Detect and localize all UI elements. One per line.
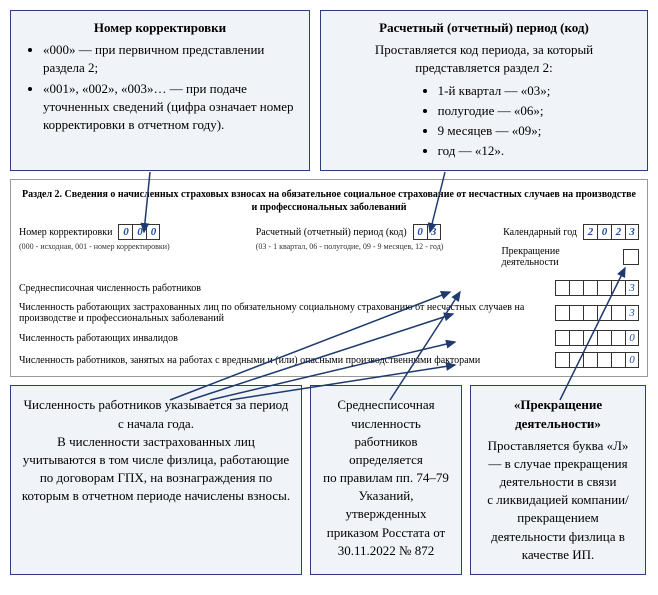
cell: 0	[625, 330, 639, 346]
list-item: год — «12».	[438, 142, 551, 160]
cell: 3	[625, 305, 639, 321]
cells-correction: 0 0 0	[118, 224, 160, 240]
field-sub: (000 - исходная, 001 - номер корректиров…	[19, 242, 206, 251]
cell: 3	[625, 224, 639, 240]
field-period: Расчетный (отчетный) период (код) 0 3 (0…	[256, 224, 502, 251]
cell: 0	[625, 352, 639, 368]
row-label: Среднесписочная численность работников	[19, 283, 555, 294]
form-section: Раздел 2. Сведения о начисленных страхов…	[10, 179, 648, 377]
text: Среднесписочная численность работников о…	[321, 396, 451, 560]
row-cells: 0	[555, 352, 639, 368]
form-title: Раздел 2. Сведения о начисленных страхов…	[19, 188, 639, 214]
info-lead: Проставляется код периода, за который пр…	[333, 41, 635, 77]
cell	[569, 305, 583, 321]
cell	[569, 330, 583, 346]
field-termination: Прекращение деятельности	[501, 246, 639, 268]
field-label: Календарный год	[503, 227, 577, 238]
cell: 0	[118, 224, 132, 240]
cell	[597, 330, 611, 346]
count-rows: Среднесписочная численность работников 3 Ч…	[19, 280, 639, 368]
cell	[611, 305, 625, 321]
info-title: Расчетный (отчетный) период (код)	[333, 19, 635, 37]
field-sub: (03 - 1 квартал, 06 - полугодие, 09 - 9 …	[256, 242, 502, 251]
cell	[583, 305, 597, 321]
text: Численность работников указывается за пе…	[21, 396, 291, 432]
info-list: «000» — при первичном представлении разд…	[23, 41, 297, 134]
row-label: Численность работающих инвалидов	[19, 333, 555, 344]
cell	[583, 280, 597, 296]
info-list: 1-й квартал — «03»; полугодие — «06»; 9 …	[418, 82, 551, 161]
count-row: Численность работающих застрахованных ли…	[19, 302, 639, 324]
field-label: Расчетный (отчетный) период (код)	[256, 227, 407, 238]
cell	[555, 352, 569, 368]
cell: 2	[611, 224, 625, 240]
info-box-period: Расчетный (отчетный) период (код) Проста…	[320, 10, 648, 171]
info-title: Номер корректировки	[23, 19, 297, 37]
row-cells: 3	[555, 305, 639, 321]
cell	[611, 280, 625, 296]
field-correction: Номер корректировки 0 0 0 (000 - исходна…	[19, 224, 206, 251]
list-item: «000» — при первичном представлении разд…	[43, 41, 297, 77]
count-row: Численность работающих инвалидов 0	[19, 330, 639, 346]
row-label: Численность работников, занятых на работ…	[19, 355, 555, 366]
cell	[611, 330, 625, 346]
list-item: полугодие — «06»;	[438, 102, 551, 120]
field-year: Календарный год 2 0 2 3	[503, 224, 639, 240]
cells-year: 2 0 2 3	[583, 224, 639, 240]
info-title: «Прекращение деятельности»	[481, 396, 635, 432]
cell: 2	[583, 224, 597, 240]
row-cells: 3	[555, 280, 639, 296]
field-label: Номер корректировки	[19, 227, 112, 238]
cell	[597, 305, 611, 321]
list-item: 9 месяцев — «09»;	[438, 122, 551, 140]
cell	[597, 280, 611, 296]
row-cells: 0	[555, 330, 639, 346]
cell: 0	[146, 224, 160, 240]
cell	[583, 352, 597, 368]
cell: 0	[132, 224, 146, 240]
count-row: Численность работников, занятых на работ…	[19, 352, 639, 368]
cell: 3	[427, 224, 441, 240]
cell: 0	[597, 224, 611, 240]
cell: 0	[413, 224, 427, 240]
count-row: Среднесписочная численность работников 3	[19, 280, 639, 296]
cell	[611, 352, 625, 368]
field-right-col: Календарный год 2 0 2 3 Прекращение деят…	[501, 224, 639, 268]
cell	[555, 330, 569, 346]
cell-termination	[623, 249, 639, 265]
cell	[583, 330, 597, 346]
list-item: 1-й квартал — «03»;	[438, 82, 551, 100]
field-label: Прекращение деятельности	[501, 246, 617, 268]
cells-period: 0 3	[413, 224, 441, 240]
list-item: «001», «002», «003»… — при подаче уточне…	[43, 80, 297, 135]
row-label: Численность работающих застрахованных ли…	[19, 302, 555, 324]
cell: 3	[625, 280, 639, 296]
cell	[597, 352, 611, 368]
text: Проставляется буква «Л» — в случае прекр…	[481, 437, 635, 564]
info-box-count: Численность работников указывается за пе…	[10, 385, 302, 575]
text: В численности застрахованных лиц учитыва…	[21, 433, 291, 506]
info-box-avg: Среднесписочная численность работников о…	[310, 385, 462, 575]
cell	[555, 305, 569, 321]
cell	[569, 280, 583, 296]
info-box-correction: Номер корректировки «000» — при первично…	[10, 10, 310, 171]
cell	[555, 280, 569, 296]
cell	[569, 352, 583, 368]
info-box-termination: «Прекращение деятельности» Проставляется…	[470, 385, 646, 575]
